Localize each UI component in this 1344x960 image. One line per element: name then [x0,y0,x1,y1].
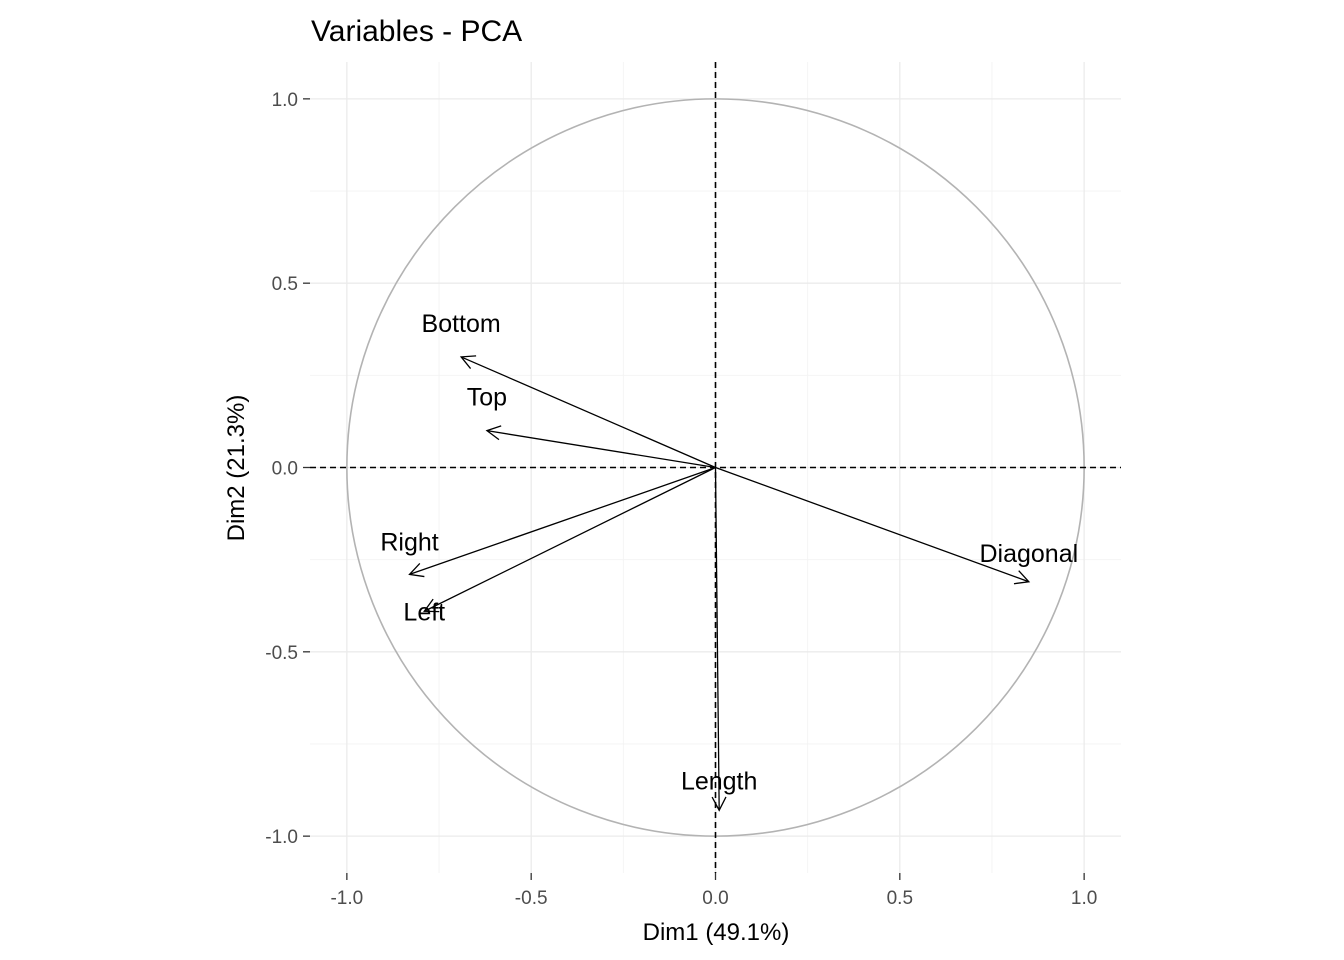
arrow-shaft [486,429,716,469]
arrow-shaft [460,356,716,469]
axis-ticks: -1.0 -0.5 0.0 0.5 1.0 -1.0 -0.5 0.0 0.5 1.0 [265,90,1097,909]
arrow-head [711,796,727,812]
variable-arrows [408,355,1031,812]
label-diagonal: Diagonal [979,540,1078,568]
y-tick-label: -1.0 [265,827,298,848]
y-tick-label: 1.0 [272,90,298,111]
x-tick-label: -1.0 [330,888,363,909]
label-bottom: Bottom [422,310,501,338]
chart-title: Variables - PCA [311,15,522,48]
y-tick-label: 0.5 [272,274,298,295]
arrow-left [423,466,716,613]
label-length: Length [681,767,757,795]
arrow-top [485,425,716,469]
arrow-head [1013,570,1031,585]
label-left: Left [403,598,445,626]
arrow-shaft [409,466,716,576]
arrow-head [423,598,440,613]
variable-labels: Bottom Top Right Left Diagonal Length [380,310,1078,795]
x-tick-label: 0.0 [702,888,728,909]
x-axis-title: Dim1 (49.1%) [643,919,790,946]
arrow-head [408,563,425,578]
y-axis-title: Dim2 (21.3%) [223,395,250,542]
label-top: Top [467,384,507,412]
y-tick-label: 0.0 [272,459,298,480]
arrow-shaft [423,466,716,612]
label-right: Right [380,528,438,556]
arrow-bottom [459,355,716,469]
y-tick-label: -0.5 [265,643,298,664]
x-tick-label: 1.0 [1071,888,1097,909]
arrow-head [459,355,477,369]
x-tick-label: 0.5 [887,888,913,909]
arrow-diagonal [715,466,1031,585]
x-tick-label: -0.5 [515,888,548,909]
arrow-head [485,425,502,441]
arrow-length [711,467,727,812]
arrow-shaft [715,466,1030,583]
arrow-shaft [714,467,720,811]
arrow-right [408,466,716,578]
